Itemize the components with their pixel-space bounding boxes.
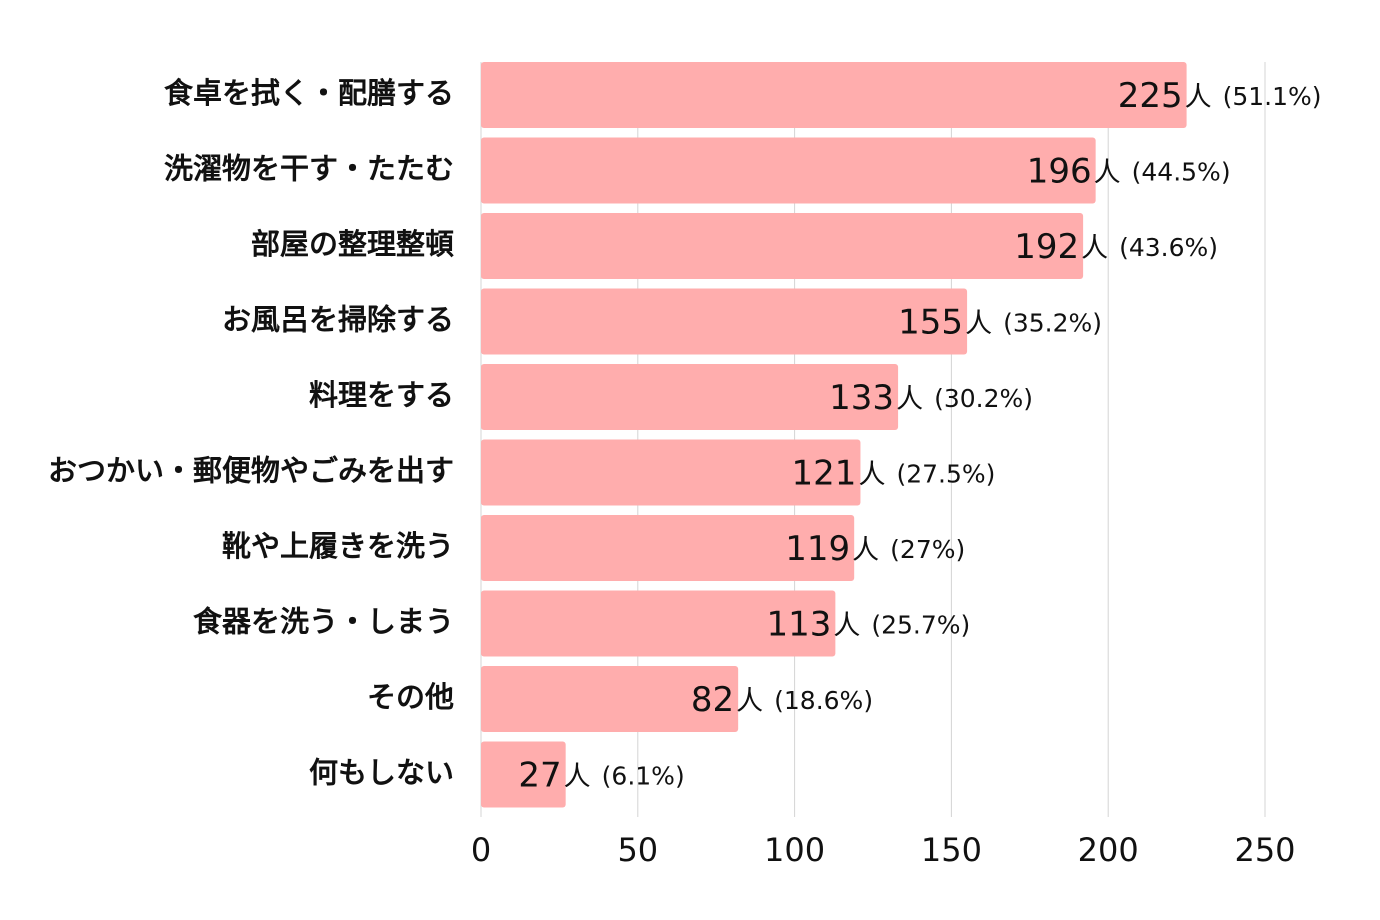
percent-label-9: (18.6%) (774, 686, 873, 715)
value-label-8: 113 (766, 605, 831, 645)
value-label-9: 82 (691, 680, 734, 720)
percent-label-2: (44.5%) (1132, 158, 1231, 187)
percent-label-8: (25.7%) (871, 611, 970, 640)
value-label-7: 119 (785, 529, 850, 569)
unit-label-3: 人 (1081, 233, 1108, 264)
category-label-1: 食卓を拭く・配膳する (164, 76, 454, 110)
percent-label-3: (43.6%) (1119, 233, 1218, 262)
value-label-2: 196 (1027, 152, 1092, 192)
unit-label-4: 人 (965, 309, 992, 340)
bar-8 (481, 590, 836, 657)
category-label-10: 何もしない (309, 756, 454, 790)
category-label-6: おつかい・郵便物やごみを出す (48, 454, 454, 488)
category-label-7: 靴や上履きを洗う (222, 529, 454, 563)
percent-label-5: (30.2%) (934, 384, 1033, 413)
category-label-2: 洗濯物を干す・たたむ (164, 152, 454, 186)
category-label-3: 部屋の整理整頓 (251, 227, 454, 261)
value-label-5: 133 (829, 378, 894, 418)
x-tick-label-200: 200 (1078, 831, 1139, 869)
unit-label-6: 人 (858, 460, 885, 491)
percent-label-1: (51.1%) (1223, 82, 1322, 111)
category-label-9: その他 (367, 680, 454, 714)
bar-4 (481, 288, 968, 355)
x-tick-label-50: 50 (617, 831, 658, 869)
bar-1 (481, 62, 1187, 128)
unit-label-2: 人 (1094, 158, 1121, 189)
x-axis-ticks: 0 50 100 150 200 250 (471, 831, 1296, 869)
unit-label-9: 人 (736, 686, 763, 717)
value-label-4: 155 (898, 303, 963, 343)
x-tick-label-250: 250 (1234, 831, 1295, 869)
value-label-1: 225 (1118, 76, 1183, 116)
bar-3 (481, 213, 1084, 279)
unit-label-7: 人 (852, 535, 879, 566)
category-labels: 食卓を拭く・配膳する洗濯物を干す・たたむ部屋の整理整頓お風呂を掃除する料理をする… (48, 76, 454, 790)
bar-2 (481, 137, 1096, 204)
bar-6 (481, 439, 861, 506)
unit-label-1: 人 (1185, 82, 1212, 113)
percent-label-7: (27%) (890, 535, 965, 564)
unit-label-5: 人 (896, 384, 923, 415)
category-label-4: お風呂を掃除する (222, 303, 454, 337)
value-label-6: 121 (792, 454, 857, 494)
x-tick-label-0: 0 (471, 831, 491, 869)
value-label-3: 192 (1014, 227, 1079, 267)
percent-label-10: (6.1%) (602, 762, 685, 791)
unit-label-8: 人 (833, 611, 860, 642)
bar-9 (481, 666, 739, 732)
category-label-8: 食器を洗う・しまう (193, 605, 454, 639)
percent-label-6: (27.5%) (896, 460, 995, 489)
value-labels: 225 人 (51.1%)196 人 (44.5%)192 人 (43.6%)155 人 (35… (518, 76, 1321, 796)
value-label-10: 27 (518, 756, 561, 796)
unit-label-10: 人 (564, 762, 591, 793)
bars (481, 62, 1187, 808)
bar-10 (481, 741, 566, 808)
x-tick-label-150: 150 (921, 831, 982, 869)
category-label-5: 料理をする (309, 378, 454, 412)
bar-5 (481, 364, 899, 430)
x-tick-label-100: 100 (764, 831, 825, 869)
percent-label-4: (35.2%) (1003, 309, 1102, 338)
bar-7 (481, 515, 855, 581)
